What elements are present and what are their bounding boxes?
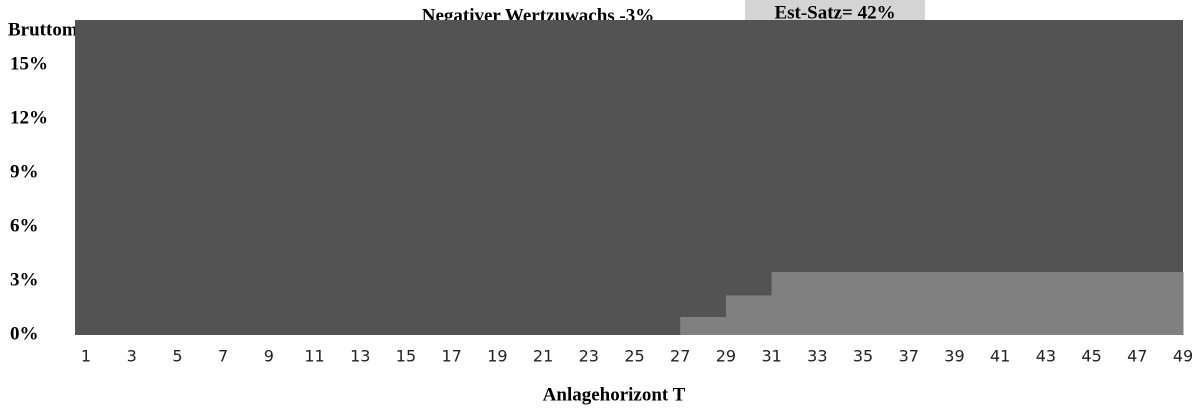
y-tick-label: 0% [10, 323, 39, 344]
y-tick-label: 12% [10, 107, 48, 128]
step-segment [1068, 272, 1093, 335]
y-tick-label: 15% [10, 53, 48, 74]
x-tick-label: 43 [1036, 347, 1056, 366]
step-segment [954, 272, 978, 335]
x-tick-label: 31 [761, 347, 781, 366]
step-segment [794, 272, 818, 335]
x-tick-label: 47 [1127, 347, 1147, 366]
x-tick-label: 11 [304, 347, 324, 366]
x-tick-label: 45 [1081, 347, 1101, 366]
x-tick-label: 19 [487, 347, 507, 366]
step-segment [931, 272, 955, 335]
x-tick-label: 37 [899, 347, 919, 366]
x-tick-label: 39 [944, 347, 964, 366]
step-segment [1137, 272, 1161, 335]
y-tick-label: 3% [10, 269, 39, 290]
x-tick-label: 21 [533, 347, 553, 366]
x-tick-label: 15 [396, 347, 416, 366]
annotation: Est-Satz= 42% [774, 2, 895, 23]
step-segment [863, 272, 887, 335]
x-tick-label: 25 [624, 347, 644, 366]
y-tick-label: 9% [10, 161, 39, 182]
step-segment [748, 295, 773, 335]
x-tick-label: 3 [127, 347, 137, 366]
step-segment [1023, 272, 1047, 335]
x-tick-label: 27 [670, 347, 690, 366]
x-tick-label: 7 [218, 347, 228, 366]
x-tick-label: 17 [441, 347, 461, 366]
step-segment [680, 317, 704, 335]
step-segment [1160, 272, 1184, 335]
y-tick-label: 6% [10, 215, 39, 236]
x-tick-label: 1 [81, 347, 91, 366]
step-segment [1114, 272, 1138, 335]
x-tick-label: 29 [716, 347, 736, 366]
step-segment [1091, 272, 1115, 335]
step-segment [977, 272, 1001, 335]
step-segment [840, 272, 864, 335]
step-segment [817, 272, 841, 335]
x-tick-label: 13 [350, 347, 370, 366]
step-segment [1045, 272, 1070, 335]
step-segment [885, 272, 910, 335]
step-segment [908, 272, 933, 335]
x-tick-label: 33 [807, 347, 827, 366]
x-tick-label: 35 [853, 347, 873, 366]
x-tick-label: 23 [579, 347, 599, 366]
x-tick-label: 9 [264, 347, 274, 366]
step-segment [771, 272, 795, 335]
x-tick-label: 5 [172, 347, 182, 366]
x-axis-label: Anlagehorizont T [543, 384, 686, 405]
step-segment [1000, 272, 1024, 335]
step-segment [725, 295, 750, 335]
x-tick-label: 49 [1173, 347, 1193, 366]
x-tick-label: 41 [990, 347, 1010, 366]
step-segment [703, 317, 727, 335]
step-segment [1183, 272, 1184, 335]
